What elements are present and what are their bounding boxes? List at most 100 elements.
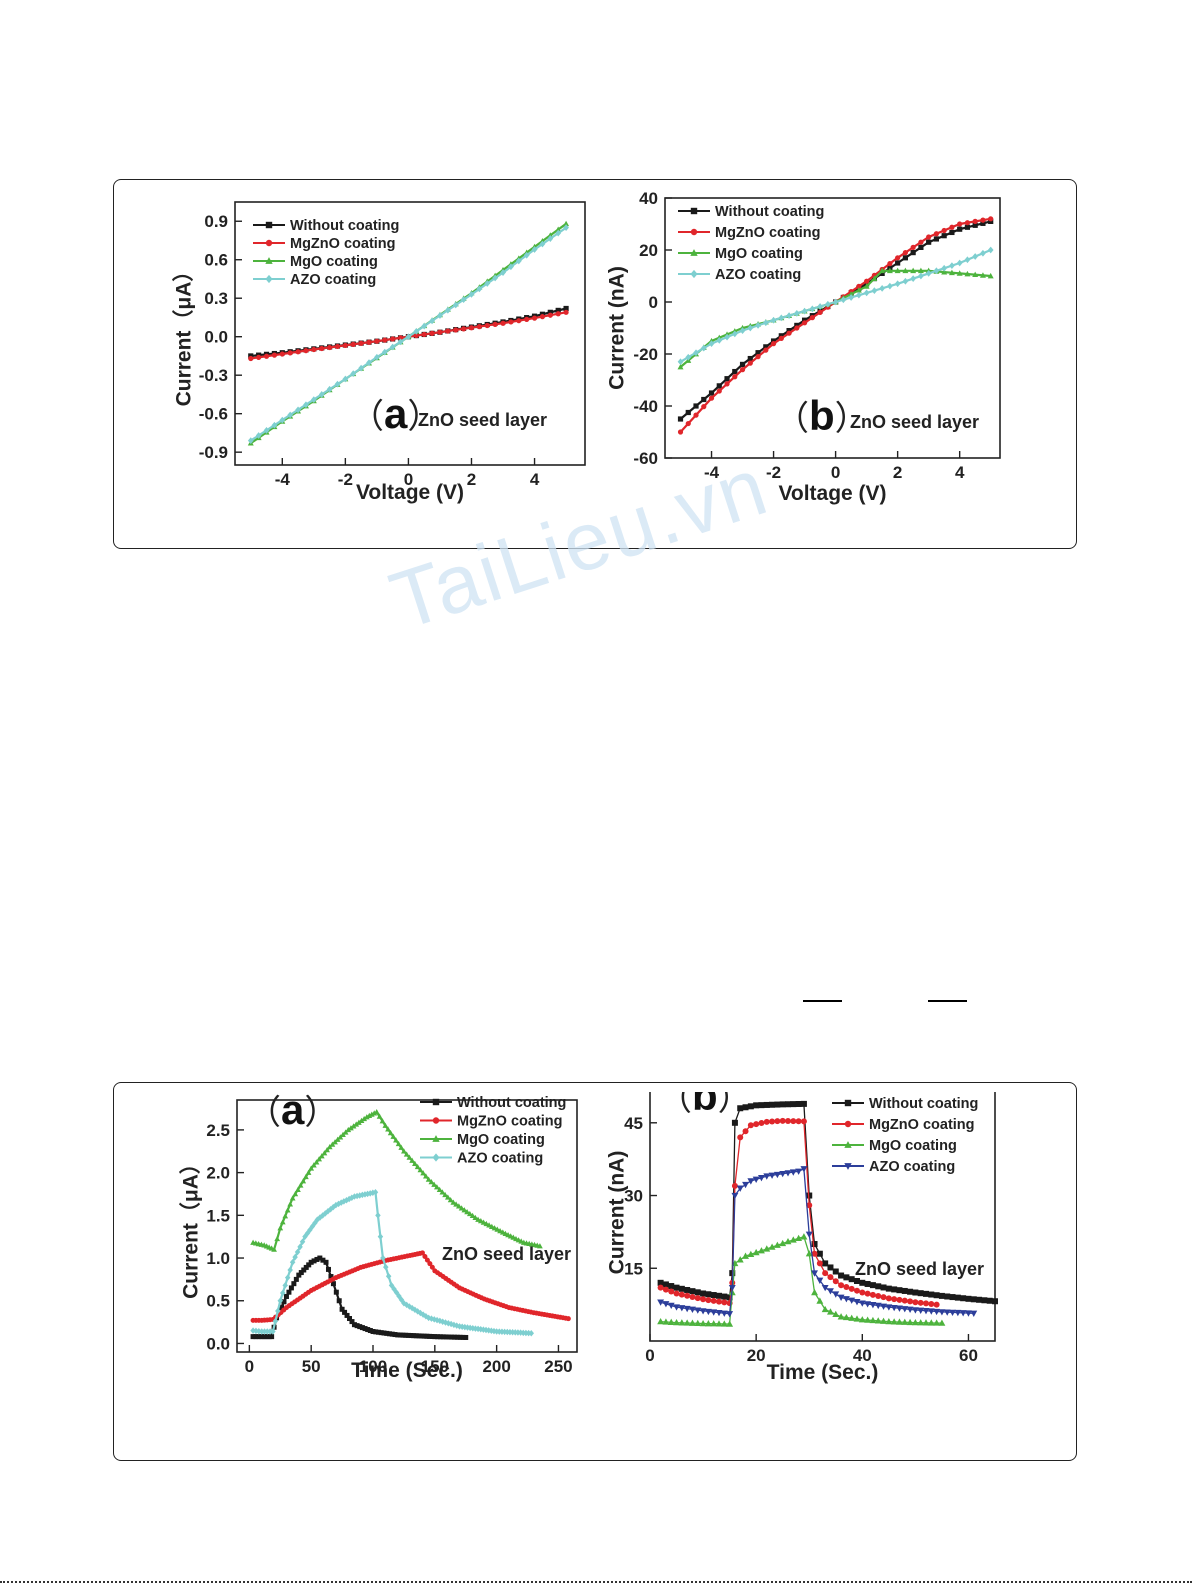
data-point bbox=[817, 309, 823, 315]
data-point bbox=[710, 1297, 717, 1304]
data-point bbox=[721, 1299, 728, 1306]
data-point bbox=[901, 1297, 908, 1304]
data-point bbox=[678, 1305, 686, 1312]
data-point bbox=[842, 1313, 850, 1321]
data-point bbox=[763, 347, 769, 353]
data-point bbox=[439, 1189, 446, 1195]
panel-label: （a） bbox=[350, 390, 441, 437]
data-point bbox=[367, 1190, 373, 1197]
data-point bbox=[477, 1326, 484, 1333]
data-point bbox=[274, 1235, 281, 1242]
data-point bbox=[912, 1299, 919, 1306]
data-point bbox=[875, 1293, 882, 1300]
data-point bbox=[403, 1332, 409, 1338]
data-point bbox=[460, 1334, 466, 1340]
data-point bbox=[786, 312, 792, 320]
data-point bbox=[284, 1207, 291, 1213]
x-tick-label: 60 bbox=[959, 1346, 978, 1365]
data-point bbox=[563, 220, 570, 227]
data-point bbox=[342, 375, 349, 383]
legend-label: Without coating bbox=[290, 218, 399, 234]
data-point bbox=[700, 1290, 707, 1297]
data-point bbox=[668, 1288, 675, 1295]
data-point bbox=[732, 368, 738, 375]
data-point bbox=[925, 270, 932, 277]
data-point bbox=[693, 403, 699, 409]
data-point bbox=[677, 416, 684, 422]
y-tick-label: 2.0 bbox=[206, 1164, 230, 1183]
data-point bbox=[253, 1334, 259, 1340]
data-point bbox=[911, 1307, 919, 1314]
data-point bbox=[335, 1200, 342, 1208]
data-point bbox=[956, 270, 963, 276]
data-point bbox=[476, 324, 482, 330]
data-point bbox=[563, 309, 569, 315]
data-point bbox=[821, 1305, 829, 1313]
legend-marker bbox=[265, 257, 273, 264]
data-point bbox=[918, 272, 924, 280]
data-point bbox=[456, 1323, 463, 1330]
data-point bbox=[731, 1182, 738, 1189]
data-point bbox=[295, 406, 301, 414]
x-tick-label: 50 bbox=[302, 1357, 321, 1376]
legend-label: Without coating bbox=[715, 204, 824, 220]
data-point bbox=[895, 260, 901, 266]
data-point bbox=[907, 1298, 914, 1305]
data-point bbox=[419, 1333, 425, 1339]
data-point bbox=[289, 1259, 296, 1266]
data-point bbox=[445, 1320, 452, 1327]
data-point bbox=[353, 1121, 360, 1127]
data-point bbox=[769, 1118, 776, 1125]
data-point bbox=[926, 239, 932, 245]
series-mgzno-coating bbox=[657, 1117, 940, 1308]
legend-marker bbox=[265, 239, 273, 247]
data-point bbox=[301, 1267, 307, 1273]
data-point bbox=[843, 1284, 850, 1291]
data-point bbox=[432, 1334, 438, 1340]
x-axis-label: Voltage (V) bbox=[356, 481, 464, 504]
data-point bbox=[480, 1326, 487, 1333]
data-point bbox=[267, 1328, 273, 1335]
data-point bbox=[980, 220, 986, 226]
data-point bbox=[737, 1105, 744, 1112]
data-point bbox=[253, 1327, 259, 1335]
data-point bbox=[342, 342, 348, 349]
data-point bbox=[376, 1113, 383, 1119]
data-point bbox=[822, 1260, 829, 1267]
data-point bbox=[374, 338, 380, 344]
data-point bbox=[842, 1296, 850, 1303]
data-point bbox=[864, 1280, 871, 1287]
data-point bbox=[800, 1166, 808, 1173]
data-point bbox=[565, 1316, 571, 1322]
data-point bbox=[848, 1314, 856, 1321]
data-point bbox=[917, 1319, 925, 1326]
data-point bbox=[425, 1314, 432, 1322]
data-point bbox=[863, 283, 870, 289]
data-point bbox=[311, 1258, 317, 1264]
data-point bbox=[827, 1264, 834, 1271]
data-point bbox=[351, 1322, 357, 1328]
y-tick-label: 0.0 bbox=[206, 1334, 230, 1353]
legend-label: Without coating bbox=[457, 1095, 566, 1111]
data-point bbox=[385, 1126, 391, 1132]
data-point bbox=[901, 1318, 909, 1325]
data-point bbox=[858, 1316, 866, 1323]
data-point bbox=[809, 305, 816, 313]
data-point bbox=[752, 1176, 760, 1183]
series-line bbox=[679, 269, 991, 368]
data-point bbox=[747, 1103, 754, 1110]
data-point bbox=[303, 348, 309, 354]
data-point bbox=[405, 333, 412, 341]
legend-label: MgO coating bbox=[715, 246, 803, 262]
data-point bbox=[291, 1281, 297, 1287]
data-point bbox=[786, 330, 792, 336]
legend-label: MgZnO coating bbox=[457, 1114, 563, 1130]
data-point bbox=[800, 1118, 807, 1125]
data-point bbox=[303, 1264, 309, 1270]
data-point bbox=[874, 1317, 882, 1324]
data-point bbox=[287, 350, 293, 356]
data-point bbox=[902, 267, 909, 274]
data-point bbox=[739, 361, 746, 367]
data-point bbox=[928, 1291, 935, 1298]
